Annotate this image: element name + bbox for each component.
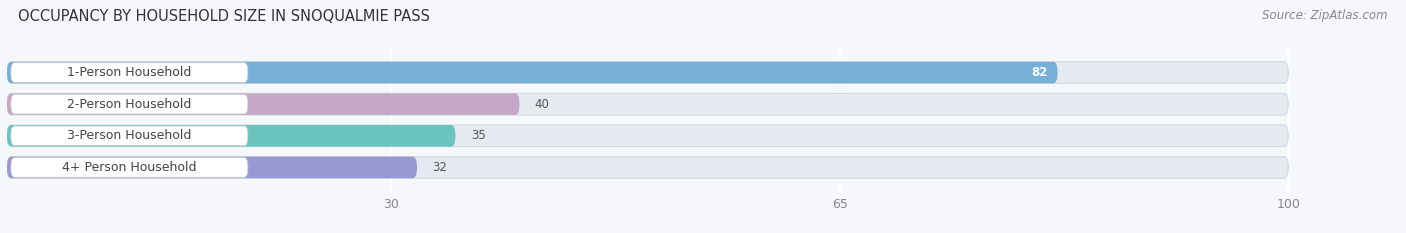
Text: 32: 32 xyxy=(433,161,447,174)
Text: 4+ Person Household: 4+ Person Household xyxy=(62,161,197,174)
FancyBboxPatch shape xyxy=(7,157,418,178)
Text: 40: 40 xyxy=(534,98,550,111)
FancyBboxPatch shape xyxy=(7,157,1288,178)
FancyBboxPatch shape xyxy=(7,125,1288,147)
FancyBboxPatch shape xyxy=(7,93,1288,115)
Text: 2-Person Household: 2-Person Household xyxy=(67,98,191,111)
FancyBboxPatch shape xyxy=(11,126,247,146)
Text: 35: 35 xyxy=(471,129,485,142)
FancyBboxPatch shape xyxy=(7,93,519,115)
FancyBboxPatch shape xyxy=(7,62,1288,83)
FancyBboxPatch shape xyxy=(11,63,247,82)
Text: 82: 82 xyxy=(1031,66,1047,79)
FancyBboxPatch shape xyxy=(11,158,247,177)
Text: OCCUPANCY BY HOUSEHOLD SIZE IN SNOQUALMIE PASS: OCCUPANCY BY HOUSEHOLD SIZE IN SNOQUALMI… xyxy=(18,9,430,24)
Text: 3-Person Household: 3-Person Household xyxy=(67,129,191,142)
Text: Source: ZipAtlas.com: Source: ZipAtlas.com xyxy=(1263,9,1388,22)
FancyBboxPatch shape xyxy=(11,94,247,114)
FancyBboxPatch shape xyxy=(7,125,456,147)
FancyBboxPatch shape xyxy=(7,62,1057,83)
Text: 1-Person Household: 1-Person Household xyxy=(67,66,191,79)
